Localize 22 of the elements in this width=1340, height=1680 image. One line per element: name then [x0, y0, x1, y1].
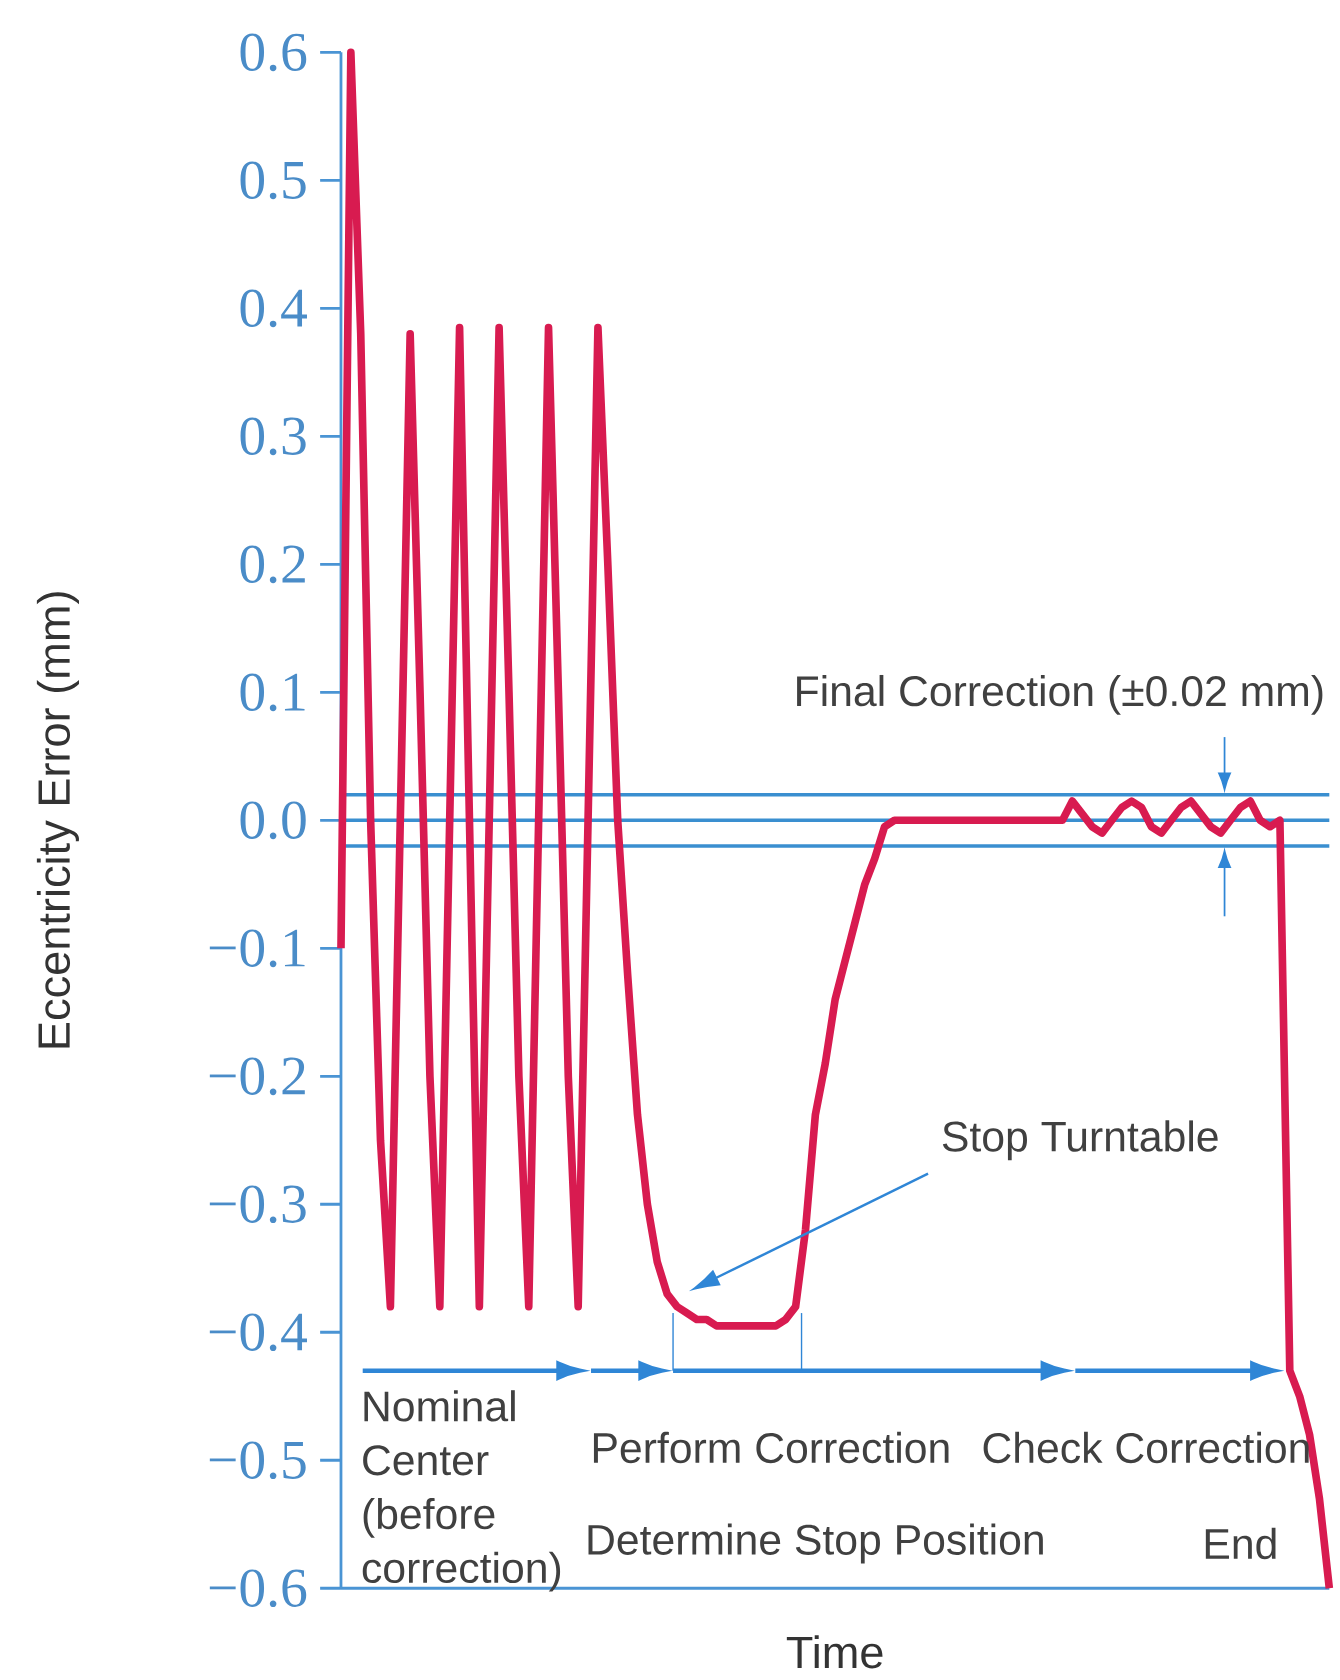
annotation: Stop Turntable [942, 1120, 1218, 1161]
x-axis-title: Time [786, 1635, 883, 1669]
y-tick-label: −0.2 [209, 1057, 305, 1096]
y-tick-label: 0.1 [240, 673, 305, 712]
annotation: Perform Correction [593, 1431, 949, 1464]
y-tick-label: 0.3 [240, 417, 306, 456]
y-tick-label: 0.0 [240, 801, 306, 840]
annotation: Final Correction (±0.02 mm) [797, 674, 1323, 715]
annotation: Nominal Center (before correction) [362, 1390, 560, 1592]
y-tick-label: 0.5 [240, 161, 306, 200]
annotation: End [1205, 1527, 1276, 1560]
y-tick-label: −0.4 [209, 1313, 307, 1352]
y-tick-label: −0.3 [209, 1185, 306, 1224]
annotation: Determine Stop Position [588, 1523, 1043, 1564]
y-axis-title: Eccentricity Error (mm) [36, 592, 79, 1048]
y-tick-label: 0.4 [240, 289, 307, 328]
annotation: Check Correction [983, 1431, 1309, 1464]
y-tick-label: −0.6 [209, 1569, 307, 1608]
y-tick-label: 0.2 [240, 545, 305, 584]
y-tick-label: 0.6 [240, 33, 307, 72]
y-tick-label: −0.5 [209, 1441, 306, 1480]
y-tick-label: −0.1 [209, 929, 305, 968]
